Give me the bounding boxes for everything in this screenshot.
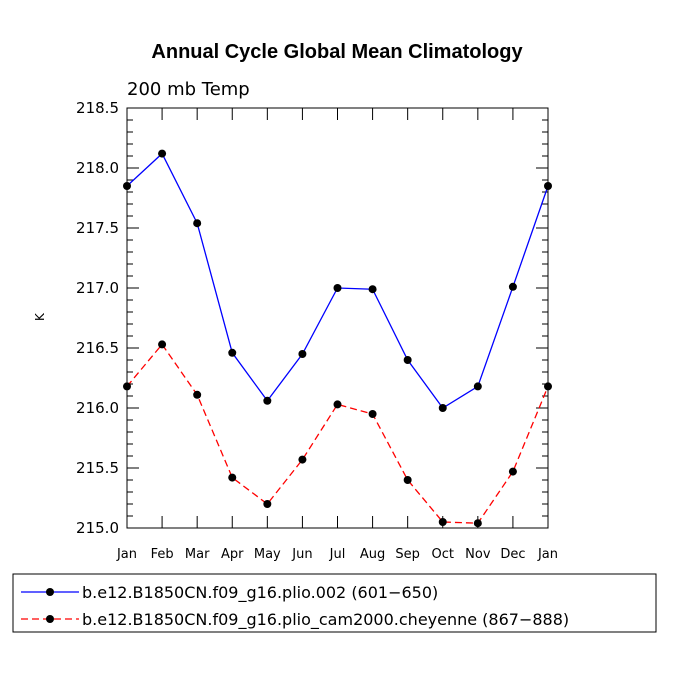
data-point: [263, 396, 272, 405]
y-tick-label: 217.0: [76, 279, 119, 297]
x-tick-label: Apr: [221, 547, 244, 562]
data-point: [228, 473, 237, 482]
legend: b.e12.B1850CN.f09_g16.plio.002 (601−650)…: [12, 573, 657, 633]
data-point: [193, 219, 202, 228]
legend-marker-1: [46, 615, 54, 623]
data-point: [228, 348, 237, 357]
x-tick-label: Aug: [360, 547, 385, 562]
y-tick-label: 217.5: [76, 219, 119, 237]
data-point: [438, 518, 447, 526]
y-tick-label: 216.0: [76, 399, 119, 417]
data-point: [158, 340, 167, 349]
data-point: [333, 400, 342, 409]
data-point: [298, 455, 307, 464]
x-tick-label: Feb: [151, 547, 174, 562]
data-point: [368, 410, 377, 418]
legend-label-0: b.e12.B1850CN.f09_g16.plio.002 (601−650): [82, 583, 438, 603]
x-tick-label: Nov: [465, 547, 491, 562]
y-axis-label: K: [33, 312, 47, 321]
x-tick-label: Jan: [116, 547, 137, 562]
x-tick-labels: Jan Feb Mar Apr May Jun Jul Aug Sep Oct Nov Dec Jan: [116, 547, 558, 562]
x-tick-label: Mar: [185, 547, 210, 562]
data-point: [298, 350, 307, 358]
data-point: [508, 467, 517, 476]
series-points: [123, 149, 552, 528]
data-point: [263, 500, 272, 508]
x-tick-label: Sep: [395, 547, 420, 562]
chart-title: Annual Cycle Global Mean Climatology: [151, 41, 523, 63]
data-point: [193, 390, 202, 399]
legend-marker-0: [46, 588, 54, 596]
data-point: [508, 282, 517, 291]
data-point: [158, 149, 167, 158]
x-tick-label: May: [254, 547, 281, 562]
y-tick-label: 216.5: [76, 339, 119, 357]
plot-frame: [126, 107, 549, 529]
y-tick-label: 218.0: [76, 159, 119, 177]
y-tick-label: 218.5: [76, 99, 119, 117]
data-point: [333, 284, 342, 292]
y-tick-label: 215.0: [76, 519, 119, 537]
data-point: [438, 404, 447, 412]
chart-subtitle: 200 mb Temp: [127, 79, 250, 100]
series-line-0: [126, 152, 549, 409]
x-tick-label: Jun: [291, 547, 312, 562]
y-tick-labels: 215.0 215.5 216.0 216.5 217.0 217.5 218.0 218.5: [76, 99, 119, 537]
y-tick-label: 215.5: [76, 459, 119, 477]
legend-box: [12, 573, 657, 633]
data-point: [473, 382, 482, 391]
series-lines: [126, 152, 549, 524]
x-tick-label: Jul: [329, 547, 346, 562]
x-tick-label: Jan: [537, 547, 558, 562]
x-tick-label: Oct: [432, 547, 454, 562]
x-tick-label: Dec: [500, 547, 525, 562]
data-point: [368, 285, 377, 294]
data-point: [403, 356, 412, 364]
axis-ticks: [126, 107, 549, 529]
data-point: [473, 519, 482, 528]
legend-label-1: b.e12.B1850CN.f09_g16.plio_cam2000.cheye…: [82, 610, 569, 630]
data-point: [403, 476, 412, 484]
series-line-1: [126, 343, 549, 524]
